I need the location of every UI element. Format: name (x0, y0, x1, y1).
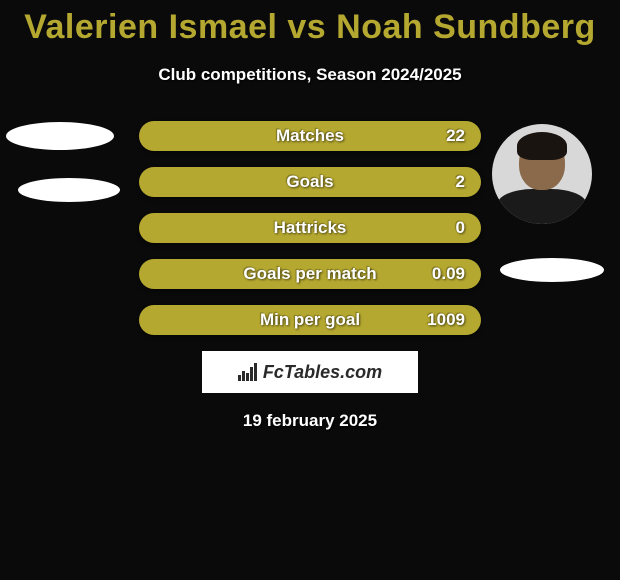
page-title: Valerien Ismael vs Noah Sundberg (0, 8, 620, 47)
stat-value: 22 (446, 126, 465, 146)
stat-label: Matches (139, 126, 481, 146)
stat-label: Goals (139, 172, 481, 192)
stat-row: Goals per match 0.09 (0, 259, 620, 289)
brand-text: FcTables.com (263, 362, 382, 383)
stat-bar-matches: Matches 22 (139, 121, 481, 151)
stat-row: Matches 22 (0, 121, 620, 151)
brand-logo-box: FcTables.com (202, 351, 418, 393)
stat-value: 0.09 (432, 264, 465, 284)
stat-bar-goals: Goals 2 (139, 167, 481, 197)
stat-value: 2 (456, 172, 465, 192)
bar-chart-icon (238, 363, 257, 381)
stat-label: Goals per match (139, 264, 481, 284)
stat-bar-goals-per-match: Goals per match 0.09 (139, 259, 481, 289)
date-text: 19 february 2025 (0, 411, 620, 431)
stat-label: Hattricks (139, 218, 481, 238)
stat-value: 0 (456, 218, 465, 238)
stat-row: Hattricks 0 (0, 213, 620, 243)
infographic-container: Valerien Ismael vs Noah Sundberg Club co… (0, 0, 620, 431)
stat-row: Goals 2 (0, 167, 620, 197)
stat-row: Min per goal 1009 (0, 305, 620, 335)
stat-value: 1009 (427, 310, 465, 330)
stat-bar-min-per-goal: Min per goal 1009 (139, 305, 481, 335)
subtitle: Club competitions, Season 2024/2025 (0, 65, 620, 85)
stat-bar-hattricks: Hattricks 0 (139, 213, 481, 243)
